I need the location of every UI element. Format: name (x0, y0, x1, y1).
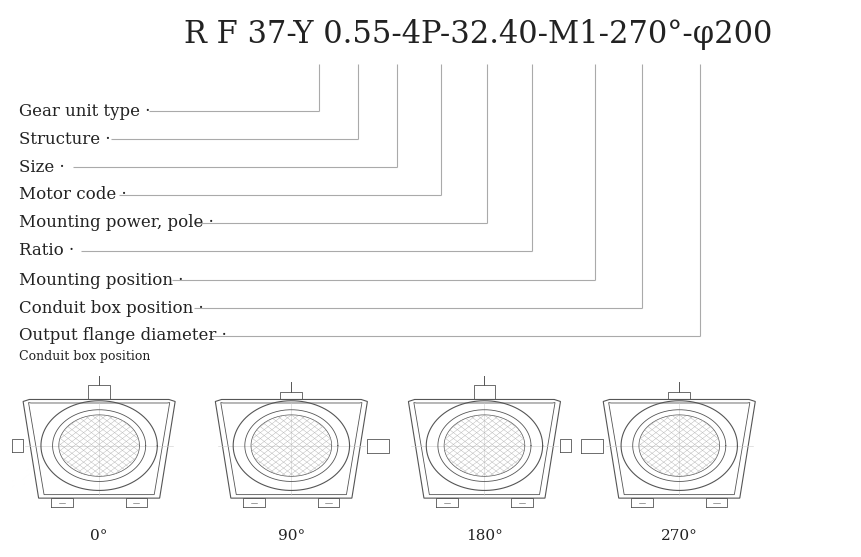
Text: Gear unit type ·: Gear unit type · (19, 103, 151, 120)
Text: 180°: 180° (466, 529, 502, 543)
Text: 90°: 90° (277, 529, 305, 543)
Text: Mounting power, pole ·: Mounting power, pole · (19, 214, 214, 231)
Text: Output flange diameter ·: Output flange diameter · (19, 328, 226, 344)
Text: R F 37-Y 0.55-4P-32.40-M1-270°-φ200: R F 37-Y 0.55-4P-32.40-M1-270°-φ200 (184, 19, 771, 51)
Text: Conduit box position: Conduit box position (19, 350, 150, 363)
Text: Conduit box position ·: Conduit box position · (19, 300, 203, 316)
Text: Size ·: Size · (19, 159, 65, 175)
Text: Structure ·: Structure · (19, 131, 110, 148)
Text: Motor code ·: Motor code · (19, 187, 127, 203)
Text: Ratio ·: Ratio · (19, 242, 74, 259)
Text: Mounting position ·: Mounting position · (19, 272, 183, 289)
Text: 0°: 0° (90, 529, 108, 543)
Text: 270°: 270° (660, 529, 697, 543)
